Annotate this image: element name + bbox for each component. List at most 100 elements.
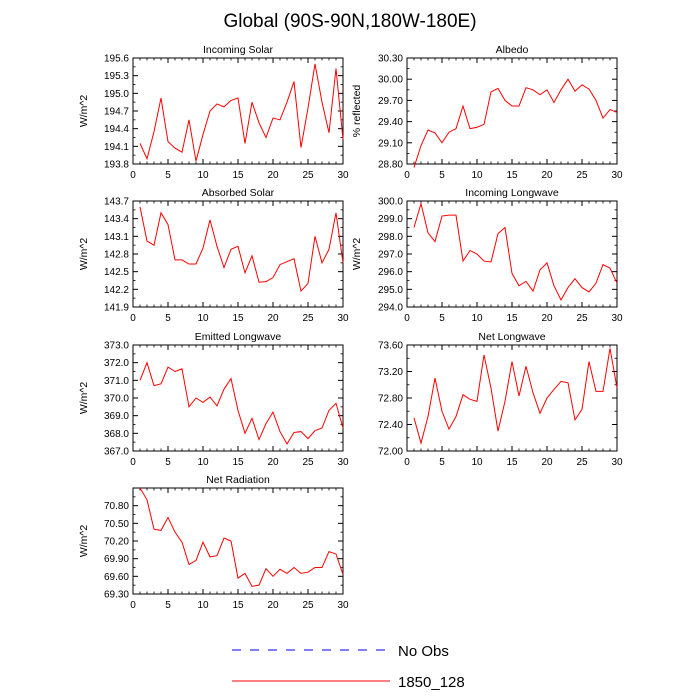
x-tick-label: 25 [576,313,588,324]
y-axis-label: % reflected [351,85,363,138]
panel-net-radiation: Net Radiation 0 5 10 15 20 25 30 69.30 69.60 69.90… [78,474,349,611]
y-tick-label: 72.80 [378,394,403,405]
y-tick-label: 194.4 [104,124,129,135]
x-tick-label: 15 [232,457,244,468]
y-tick-label: 72.00 [378,447,403,458]
x-tick-label: 25 [302,457,314,468]
y-tick-label: 70.50 [104,519,129,530]
y-tick-label: 72.40 [378,420,403,431]
y-tick-label: 69.30 [104,590,129,601]
y-tick-label: 143.7 [104,197,129,208]
x-tick-label: 15 [232,600,244,611]
x-tick-label: 15 [506,313,518,324]
y-tick-label: 29.10 [378,138,403,149]
x-tick-label: 30 [337,313,349,324]
plot-frame [406,57,618,165]
y-tick-label: 142.5 [104,267,129,278]
y-tick-label: 298.0 [378,232,403,243]
x-tick-label: 15 [506,170,518,181]
y-tick-label: 69.60 [104,572,129,583]
x-tick-label: 0 [130,457,136,468]
y-tick-label: 369.0 [104,411,129,422]
x-tick-label: 25 [576,457,588,468]
series-line-1850-128 [139,361,344,445]
x-tick-label: 0 [130,600,136,611]
y-axis-label: W/m^2 [78,525,90,558]
y-tick-label: 194.7 [104,107,129,118]
x-tick-label: 30 [337,170,349,181]
x-tick-label: 0 [404,457,410,468]
plot-frame [132,200,344,308]
x-tick-label: 30 [611,313,623,324]
legend-obs-label: No Obs [398,643,449,660]
y-tick-label: 371.0 [104,376,129,387]
y-tick-label: 195.3 [104,71,129,82]
x-tick-label: 15 [232,313,244,324]
series-line-1850-128 [413,78,618,168]
panel-title: Net Longwave [478,331,545,343]
x-tick-label: 20 [541,457,553,468]
x-tick-label: 10 [197,600,209,611]
y-tick-label: 194.1 [104,142,129,153]
x-tick-label: 5 [165,313,171,324]
y-axis-label: W/m^2 [351,238,363,271]
x-tick-label: 10 [197,313,209,324]
x-tick-label: 10 [471,457,483,468]
legend-model-label: 1850_128 [398,674,465,691]
series-line-1850-128 [139,206,344,293]
plot-frame [406,200,618,308]
y-tick-label: 28.80 [378,160,403,171]
x-tick-label: 30 [611,457,623,468]
y-tick-label: 141.9 [104,303,129,314]
x-tick-label: 25 [576,170,588,181]
x-tick-label: 0 [130,170,136,181]
x-tick-label: 15 [232,170,244,181]
y-tick-label: 299.0 [378,214,403,225]
y-tick-label: 142.8 [104,250,129,261]
x-tick-label: 20 [267,170,279,181]
y-tick-label: 370.0 [104,394,129,405]
x-tick-label: 25 [302,600,314,611]
panel-title: Albedo [496,44,529,56]
x-tick-label: 10 [197,170,209,181]
x-tick-label: 5 [439,313,445,324]
y-tick-label: 373.0 [104,341,129,352]
panel-title: Emitted Longwave [195,331,282,343]
x-tick-label: 15 [506,457,518,468]
panel-title: Net Radiation [206,474,270,486]
plot-frame [406,344,618,452]
y-tick-label: 295.0 [378,285,403,296]
x-tick-label: 20 [267,313,279,324]
y-tick-label: 296.0 [378,267,403,278]
x-tick-label: 20 [267,600,279,611]
y-tick-label: 70.20 [104,537,129,548]
y-tick-label: 142.2 [104,285,129,296]
y-tick-label: 73.20 [378,367,403,378]
panel-absorbed-solar: Absorbed Solar 0 5 10 15 20 25 30 141.9 142.2 142.… [78,187,349,324]
panel-incoming-longwave: Incoming Longwave 0 5 10 15 20 25 30 294.0 295.0 2… [351,187,623,324]
panel-title: Absorbed Solar [202,187,275,199]
x-tick-label: 0 [404,170,410,181]
x-tick-label: 25 [302,170,314,181]
x-tick-label: 30 [337,600,349,611]
y-axis-label: W/m^2 [78,95,90,128]
y-tick-label: 29.40 [378,117,403,128]
series-line-1850-128 [139,63,344,162]
y-tick-label: 195.6 [104,54,129,65]
x-tick-label: 5 [165,457,171,468]
x-tick-label: 5 [165,600,171,611]
x-tick-label: 30 [611,170,623,181]
y-axis-label: W/m^2 [78,382,90,415]
y-tick-label: 73.60 [378,341,403,352]
panel-emitted-longwave: Emitted Longwave 0 5 10 15 20 25 30 367.0 368.0 36… [78,331,349,468]
panel-albedo: Albedo 0 5 10 15 20 25 30 28.80 29.10 29.40 29.70 30… [351,44,623,181]
y-tick-label: 195.0 [104,89,129,100]
y-tick-label: 29.70 [378,96,403,107]
x-tick-label: 5 [439,170,445,181]
x-tick-label: 0 [130,313,136,324]
plot-frame [132,57,344,165]
y-tick-label: 30.30 [378,54,403,65]
x-tick-label: 20 [267,457,279,468]
panel-incoming-solar: Incoming Solar 0 5 10 15 20 25 30 193.8 194.1 194.… [78,44,349,181]
